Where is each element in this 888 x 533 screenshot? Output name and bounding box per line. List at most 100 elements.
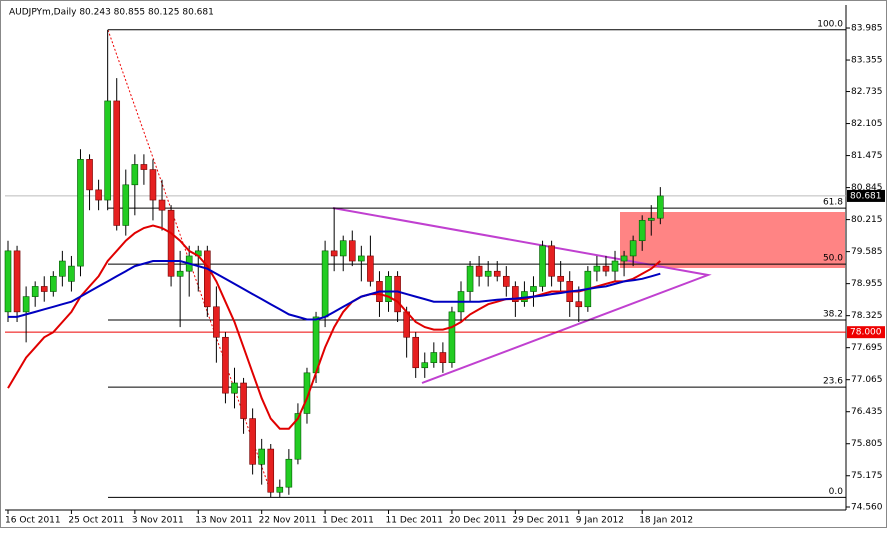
candle-body: [267, 448, 275, 493]
y-tick-label: 83.985: [851, 24, 883, 34]
candle-body: [122, 184, 130, 226]
fib-label: 61.8: [823, 198, 843, 208]
candle-body: [113, 100, 121, 226]
x-tick-label: 29 Dec 2011: [512, 516, 570, 526]
price-label: 80.681: [850, 191, 882, 201]
candle-body: [466, 265, 474, 292]
candle-body: [530, 286, 537, 292]
candle-body: [158, 199, 166, 211]
candle-body: [557, 275, 564, 282]
candle-body: [40, 286, 48, 292]
trend-line: [107, 29, 271, 491]
candle-body: [222, 336, 229, 394]
fib-label: 50.0: [823, 254, 843, 264]
candle-body: [104, 100, 111, 201]
y-tick-label: 77.695: [851, 343, 883, 353]
candle-body: [86, 159, 93, 191]
x-tick-label: 9 Jan 2012: [576, 516, 624, 526]
candle-body: [49, 275, 57, 292]
x-tick-label: 25 Oct 2011: [68, 516, 124, 526]
candle-body: [475, 265, 483, 277]
x-tick-label: 20 Dec 2011: [449, 516, 507, 526]
candle-body: [593, 265, 601, 272]
candle-body: [348, 240, 356, 262]
candle-body: [59, 260, 66, 277]
y-tick-label: 77.065: [851, 375, 883, 385]
candle-body: [638, 220, 646, 242]
support-box: [847, 326, 885, 339]
candle-body: [358, 255, 365, 262]
candle-body: [204, 250, 211, 308]
y-tick-label: 83.355: [851, 56, 883, 66]
candle-body: [647, 217, 655, 221]
x-tick-label: 16 Oct 2011: [5, 516, 61, 526]
y-tick-label: 75.175: [851, 471, 883, 481]
x-tick-label: 13 Nov 2011: [195, 516, 253, 526]
y-tick-label: 78.325: [851, 311, 883, 321]
candle-body: [303, 372, 311, 414]
candle-body: [167, 209, 175, 277]
candle-body: [629, 240, 637, 257]
y-tick-label: 74.560: [851, 503, 883, 513]
candle-body: [22, 296, 30, 313]
candle-body: [240, 382, 247, 419]
candle-body: [294, 413, 302, 460]
y-tick-label: 80.845: [851, 183, 883, 193]
fib-label: 23.6: [823, 377, 843, 387]
candle-body: [548, 245, 555, 277]
y-tick-label: 82.105: [851, 119, 883, 129]
y-tick-label: 79.585: [851, 247, 883, 257]
candle-body: [321, 250, 329, 318]
support-label: 78.000: [850, 328, 882, 338]
candle-body: [502, 275, 510, 287]
candle-body: [620, 255, 628, 262]
candle-body: [140, 164, 148, 170]
candle-body: [31, 286, 39, 297]
y-tick-label: 82.735: [851, 87, 883, 97]
candle-body: [421, 362, 429, 369]
y-tick-label: 80.215: [851, 215, 883, 225]
moving-average: [8, 260, 661, 321]
candle-body: [95, 189, 102, 201]
x-tick-label: 22 Nov 2011: [259, 516, 317, 526]
x-tick-label: 11 Dec 2011: [386, 516, 444, 526]
candle-body: [176, 270, 184, 277]
zone: [620, 212, 845, 268]
candle-body: [77, 159, 84, 267]
x-tick-label: 18 Jan 2012: [639, 516, 693, 526]
candle-body: [512, 286, 519, 302]
candle-body: [575, 301, 583, 308]
candle-body: [339, 240, 347, 257]
candle-body: [258, 448, 265, 465]
x-tick-label: 3 Nov 2011: [132, 516, 184, 526]
y-tick-label: 76.435: [851, 407, 883, 417]
y-tick-label: 81.475: [851, 151, 883, 161]
candle-body: [412, 336, 420, 369]
candle-body: [13, 250, 21, 313]
candle-body: [276, 486, 284, 493]
candle-body: [149, 169, 157, 201]
triangle: [332, 207, 712, 384]
fib-label: 100.0: [817, 19, 843, 29]
candle-body: [493, 270, 501, 277]
candle-body: [285, 458, 293, 488]
candle-body: [231, 382, 238, 394]
y-tick-label: 75.805: [851, 439, 883, 449]
moving-average: [7, 224, 661, 430]
candle-body: [330, 250, 338, 257]
candle-body: [602, 265, 610, 272]
candle-body: [367, 255, 374, 282]
fib-label: 0.0: [829, 487, 844, 497]
fib-label: 38.2: [823, 309, 843, 319]
candle-body: [430, 352, 438, 363]
y-tick-label: 78.955: [851, 279, 883, 289]
candle-body: [439, 352, 447, 363]
candle-body: [657, 195, 664, 219]
candle-body: [539, 245, 546, 287]
candle-body: [4, 250, 12, 313]
candle-body: [611, 260, 619, 272]
candle-body: [213, 306, 220, 338]
x-tick-label: 1 Dec 2011: [322, 516, 374, 526]
